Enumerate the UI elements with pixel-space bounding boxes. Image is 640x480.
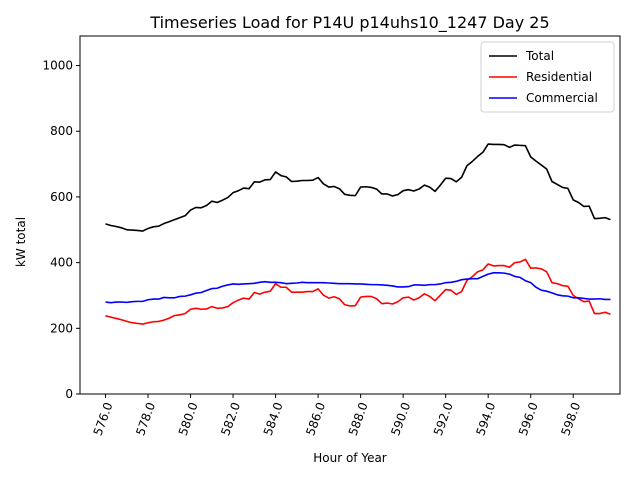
y-tick-label: 800 [50, 124, 73, 138]
chart-title: Timeseries Load for P14U p14uhs10_1247 D… [149, 13, 549, 33]
series-line-residential [105, 258, 611, 325]
legend-label-total: Total [525, 49, 554, 63]
y-tick-label: 0 [65, 387, 73, 401]
y-axis-label: kW total [14, 217, 28, 267]
legend-box [480, 41, 615, 113]
series-line-total [105, 143, 611, 232]
legend-label-residential: Residential [526, 70, 592, 84]
plot-frame [79, 35, 621, 395]
y-tick-label: 400 [50, 256, 73, 270]
x-axis-label: Hour of Year [313, 451, 387, 465]
y-tick-label: 600 [50, 190, 73, 204]
legend-label-commercial: Commercial [526, 91, 598, 105]
series-line-commercial [105, 272, 611, 304]
y-tick-label: 200 [50, 321, 73, 335]
y-tick-label: 1000 [42, 59, 73, 73]
